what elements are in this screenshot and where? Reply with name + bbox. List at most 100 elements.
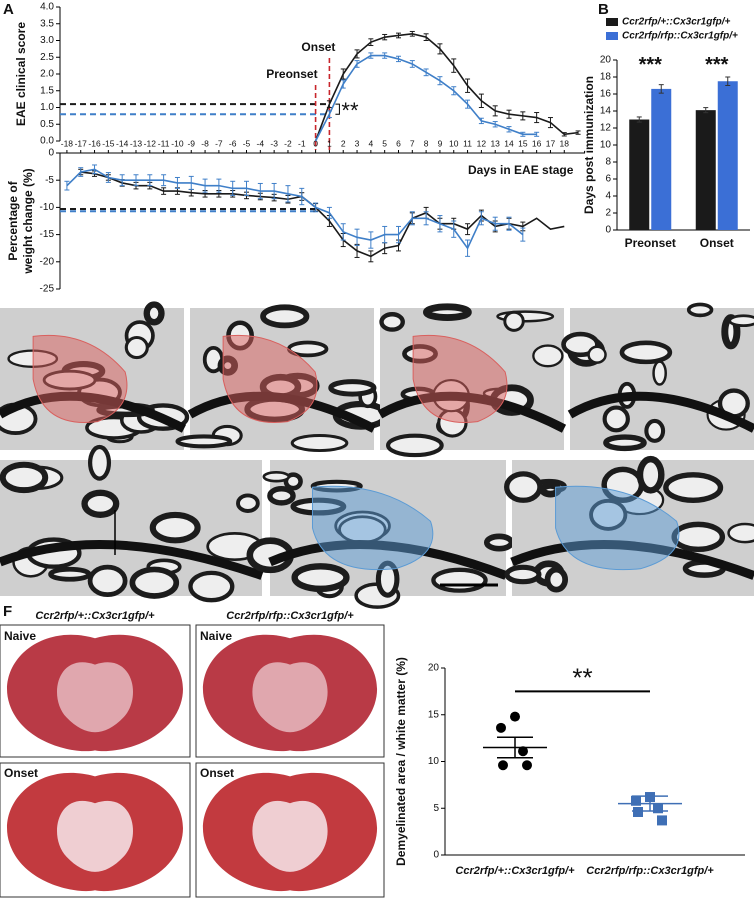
x-tick-label: -1	[298, 138, 306, 148]
y-axis-label: Percentage of	[6, 180, 20, 260]
image-tag: Naive	[4, 629, 36, 643]
x-tick-label: -8	[201, 138, 209, 148]
myelin	[503, 310, 525, 332]
x-tick-label: Onset	[700, 236, 734, 250]
x-tick-label: 16	[532, 138, 542, 148]
x-tick-label: 12	[477, 138, 487, 148]
x-tick-label: 0	[313, 138, 318, 148]
bar	[629, 119, 650, 230]
data-point	[496, 722, 506, 733]
micrograph	[0, 301, 190, 450]
x-tick-label: 2	[341, 138, 346, 148]
x-tick-label: 17	[546, 138, 556, 148]
myelin	[504, 564, 542, 585]
x-tick-label: 11	[463, 138, 472, 148]
micrograph	[246, 460, 515, 609]
y-tick-label: 20	[428, 663, 440, 674]
genotype-title: Ccr2rfp/+::Cx3cr1gfp/+	[35, 610, 155, 622]
micrograph	[175, 304, 390, 453]
y-tick-label: 6	[605, 174, 611, 185]
myelin	[328, 379, 377, 397]
micrograph	[377, 303, 567, 458]
legend-swatch	[606, 18, 618, 26]
data-point	[498, 760, 508, 771]
y-tick-label: 1.0	[40, 102, 54, 113]
x-tick-label: -2	[284, 138, 292, 148]
x-tick-label: -5	[243, 138, 251, 148]
x-tick-label: 4	[368, 138, 373, 148]
y-tick-label: 3.5	[40, 18, 54, 29]
y-tick-label: 18	[600, 72, 612, 83]
data-line	[80, 171, 565, 258]
bracket	[335, 103, 340, 115]
myelin	[0, 461, 49, 494]
cell-overlay	[222, 334, 318, 423]
y-tick-label: 4	[605, 191, 611, 202]
x-tick-label: -12	[144, 138, 157, 148]
legend-swatch	[606, 32, 618, 40]
grey-matter	[57, 800, 133, 872]
cell-overlay	[555, 485, 680, 571]
myelin	[504, 471, 543, 503]
y-axis-label: weight change (%)	[21, 168, 35, 274]
myelin	[188, 570, 235, 603]
reference-label: Preonset	[266, 67, 317, 81]
y-tick-label: -25	[40, 284, 55, 295]
x-tick-label: -3	[270, 138, 278, 148]
x-tick-label: 13	[490, 138, 500, 148]
data-point	[653, 803, 663, 814]
reference-label: Onset	[301, 40, 335, 54]
myelin	[262, 470, 291, 483]
x-tick-label: Ccr2rfp/+::Cx3cr1gfp/+	[455, 865, 575, 877]
myelin	[587, 345, 607, 364]
x-tick-label: 9	[438, 138, 443, 148]
x-tick-label: -16	[88, 138, 101, 148]
y-tick-label: 15	[428, 709, 440, 720]
y-tick-label: -15	[40, 229, 55, 240]
y-tick-label: 14	[600, 106, 612, 117]
y-tick-label: 4.0	[40, 2, 54, 13]
bar	[651, 88, 672, 231]
y-tick-label: 16	[600, 89, 612, 100]
myelin	[129, 566, 180, 599]
y-tick-label: 5	[433, 803, 439, 814]
data-point	[633, 806, 643, 817]
data-line	[66, 168, 524, 250]
myelin	[636, 455, 665, 494]
y-tick-label: 2.0	[40, 69, 54, 80]
x-tick-label: -4	[257, 138, 265, 148]
grey-matter	[252, 800, 328, 872]
y-tick-label: 2.5	[40, 52, 54, 63]
micrograph	[561, 302, 754, 452]
data-point	[657, 815, 667, 826]
y-tick-label: 3.0	[40, 35, 54, 46]
x-tick-label: 5	[382, 138, 387, 148]
myelin-sheath	[0, 540, 264, 580]
genotype-title: Ccr2rfp/rfp::Cx3cr1gfp/+	[226, 610, 354, 622]
myelin	[236, 493, 260, 513]
y-axis-label: EAE clinical score	[14, 22, 28, 126]
legend-label: Ccr2rfp/+::Cx3cr1gfp/+	[622, 17, 731, 28]
x-tick-label: -10	[171, 138, 184, 148]
y-tick-label: 0	[605, 225, 611, 236]
myelin	[671, 521, 726, 553]
myelin	[644, 418, 666, 443]
myelin	[291, 563, 350, 593]
x-tick-label: 18	[560, 138, 570, 148]
myelin	[379, 312, 405, 332]
myelin	[431, 567, 488, 593]
cell-overlay	[412, 334, 508, 423]
legend-label: Ccr2rfp/rfp::Cx3cr1gfp/+	[622, 31, 738, 42]
panel-label: B	[598, 1, 609, 18]
x-tick-label: 14	[504, 138, 514, 148]
myelin	[603, 434, 647, 452]
bar	[717, 81, 738, 230]
myelin	[423, 303, 472, 321]
cell-overlay	[32, 334, 128, 423]
myelin	[544, 566, 569, 593]
myelin	[267, 486, 296, 506]
myelin	[290, 434, 349, 453]
x-tick-label: -6	[229, 138, 237, 148]
myelin	[561, 331, 600, 358]
myelin	[87, 444, 112, 481]
